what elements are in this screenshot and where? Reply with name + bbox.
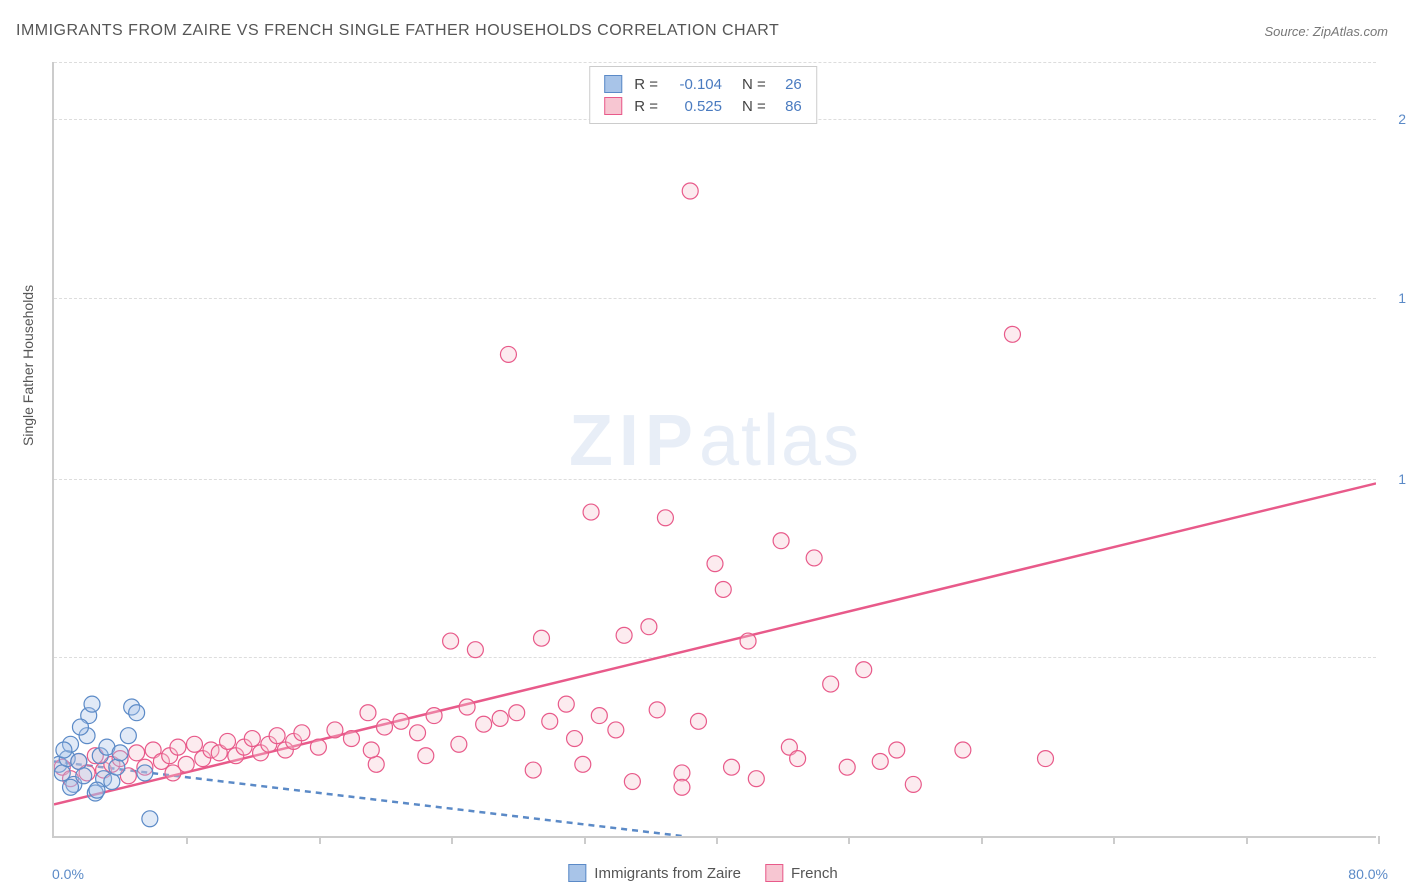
- y-tick-label: 18.8%: [1398, 290, 1406, 306]
- y-tick-label: 25.0%: [1398, 111, 1406, 127]
- legend-row-series-0: R = -0.104 N = 26: [604, 73, 802, 95]
- legend-item-1: French: [765, 864, 838, 882]
- x-axis-max: 80.0%: [1348, 866, 1388, 882]
- swatch-icon: [568, 864, 586, 882]
- correlation-legend: R = -0.104 N = 26 R = 0.525 N = 86: [589, 66, 817, 124]
- series-legend: Immigrants from Zaire French: [568, 864, 837, 882]
- swatch-icon: [604, 75, 622, 93]
- source-attribution: Source: ZipAtlas.com: [1264, 24, 1388, 39]
- swatch-icon: [765, 864, 783, 882]
- legend-item-0: Immigrants from Zaire: [568, 864, 741, 882]
- y-axis-label: Single Father Households: [20, 285, 36, 446]
- plot-area: ZIPatlas 6.3%12.5%18.8%25.0%: [52, 62, 1376, 838]
- chart-title: IMMIGRANTS FROM ZAIRE VS FRENCH SINGLE F…: [16, 22, 779, 40]
- chart-canvas: [54, 62, 1376, 836]
- swatch-icon: [604, 97, 622, 115]
- y-tick-label: 12.5%: [1398, 471, 1406, 487]
- legend-row-series-1: R = 0.525 N = 86: [604, 95, 802, 117]
- x-axis-min: 0.0%: [52, 866, 84, 882]
